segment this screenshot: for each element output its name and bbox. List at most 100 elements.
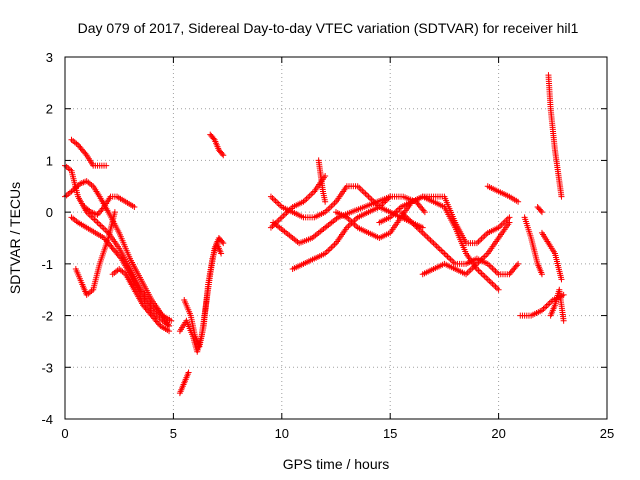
series-arc-8 [176, 369, 192, 397]
data-point [359, 187, 366, 194]
data-point [331, 200, 338, 207]
data-point [477, 268, 484, 275]
series-arc-6 [81, 193, 138, 218]
data-point [420, 207, 427, 214]
data-point [495, 286, 502, 293]
data-point [362, 190, 369, 197]
data-point [387, 193, 394, 200]
data-point [429, 238, 436, 245]
data-point [272, 198, 279, 205]
data-point [481, 273, 488, 280]
data-point [367, 195, 374, 202]
data-point [546, 300, 553, 307]
series-arc-21 [484, 183, 522, 205]
data-point [506, 214, 513, 221]
data-point [494, 269, 501, 276]
data-point [480, 234, 487, 241]
data-point [305, 194, 312, 201]
series-arc-27 [547, 286, 567, 324]
series-arc-19 [376, 193, 513, 247]
data-point [325, 206, 332, 213]
series-arc-23 [521, 214, 545, 278]
data-point [303, 195, 310, 202]
data-point [345, 223, 352, 230]
data-point [418, 228, 425, 235]
y-tick-label: -4 [41, 412, 53, 427]
y-tick-label: 0 [46, 205, 53, 220]
data-point [346, 217, 353, 224]
data-point [71, 185, 78, 192]
series-arc-24 [534, 203, 545, 216]
series-arc-10 [181, 240, 225, 350]
data-point [481, 232, 488, 239]
x-tick-label: 0 [61, 426, 68, 441]
data-point [430, 240, 437, 247]
data-point [435, 244, 442, 251]
data-point [483, 251, 490, 258]
data-point [506, 219, 513, 226]
data-point [74, 183, 81, 190]
data-point [82, 150, 89, 157]
data-point [94, 219, 101, 226]
data-point [560, 317, 567, 324]
data-point [328, 244, 335, 251]
x-tick-label: 15 [383, 426, 397, 441]
series-arc-14 [315, 157, 329, 205]
data-point [100, 225, 107, 232]
data-point [275, 201, 282, 208]
y-tick-label: 3 [46, 50, 53, 65]
data-point [306, 192, 313, 199]
x-tick-label: 20 [491, 426, 505, 441]
data-point [446, 254, 453, 261]
data-point [489, 280, 496, 287]
data-point [267, 193, 274, 200]
data-point [433, 243, 440, 250]
data-point [560, 291, 567, 298]
data-point [365, 193, 372, 200]
data-point [328, 203, 335, 210]
data-point [515, 198, 522, 205]
data-point [267, 224, 274, 231]
data-point [441, 250, 448, 257]
data-point [166, 322, 173, 329]
data-point [117, 254, 124, 261]
data-point [419, 229, 426, 236]
data-point [379, 201, 386, 208]
data-point [464, 269, 471, 276]
series-arc-15 [270, 193, 428, 247]
data-point [131, 203, 138, 210]
data-point [280, 212, 287, 219]
data-point [75, 181, 82, 188]
series-arc-2 [68, 136, 110, 169]
data-point [278, 214, 285, 221]
data-point [558, 276, 565, 283]
data-point [91, 216, 98, 223]
data-point [486, 277, 493, 284]
data-point [329, 243, 336, 250]
data-point [277, 215, 284, 222]
data-point [309, 189, 316, 196]
data-point [329, 201, 336, 208]
data-point [515, 260, 522, 267]
data-point [475, 267, 482, 274]
data-point [271, 196, 278, 203]
data-point [72, 184, 79, 191]
data-point [477, 237, 484, 244]
data-point [537, 207, 544, 214]
data-points [62, 72, 567, 397]
data-point [210, 135, 217, 142]
data-point [538, 271, 545, 278]
grid [65, 57, 607, 419]
tick-labels: 0 5 10 15 20 25 -4 -3 -2 -1 0 1 2 3 [41, 50, 614, 441]
plot-frame [64, 56, 608, 420]
data-point [166, 328, 173, 335]
data-point [432, 241, 439, 248]
data-point [185, 369, 192, 376]
data-point [357, 186, 364, 193]
y-tick-label: -2 [41, 309, 53, 324]
data-point [68, 188, 75, 195]
data-point [99, 223, 106, 230]
data-point [422, 232, 429, 239]
data-point [218, 250, 225, 257]
